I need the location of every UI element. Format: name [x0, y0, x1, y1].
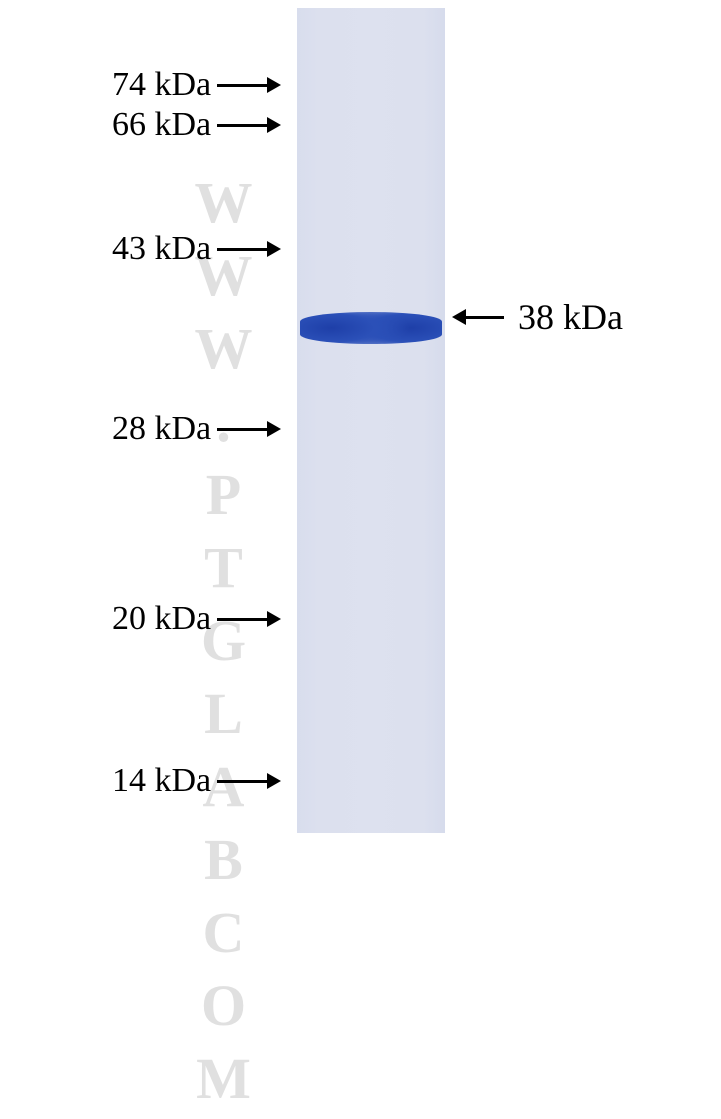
ladder-label: 74 kDa — [112, 66, 211, 104]
gel-lane — [297, 8, 445, 833]
ladder-marker-74: 74 kDa — [112, 66, 281, 104]
arrow-right-icon — [217, 773, 281, 789]
sample-band-marker: 38 kDa — [452, 296, 623, 338]
ladder-label: 14 kDa — [112, 762, 211, 800]
arrow-right-icon — [217, 77, 281, 93]
ladder-marker-20: 20 kDa — [112, 600, 281, 638]
ladder-label: 28 kDa — [112, 410, 211, 448]
ladder-marker-43: 43 kDa — [112, 230, 281, 268]
protein-band-38kda — [300, 312, 442, 344]
ladder-label: 66 kDa — [112, 106, 211, 144]
arrow-right-icon — [217, 611, 281, 627]
arrow-right-icon — [217, 241, 281, 257]
gel-blot-figure: WWW.PTGLABCOM 74 kDa 66 kDa 43 kDa 28 kD… — [0, 0, 721, 839]
ladder-label: 43 kDa — [112, 230, 211, 268]
watermark-text: WWW.PTGLABCOM — [190, 170, 257, 1119]
arrow-right-icon — [217, 117, 281, 133]
ladder-marker-28: 28 kDa — [112, 410, 281, 448]
arrow-left-icon — [452, 309, 504, 325]
ladder-marker-66: 66 kDa — [112, 106, 281, 144]
sample-band-label: 38 kDa — [518, 296, 623, 338]
arrow-right-icon — [217, 421, 281, 437]
ladder-label: 20 kDa — [112, 600, 211, 638]
ladder-marker-14: 14 kDa — [112, 762, 281, 800]
